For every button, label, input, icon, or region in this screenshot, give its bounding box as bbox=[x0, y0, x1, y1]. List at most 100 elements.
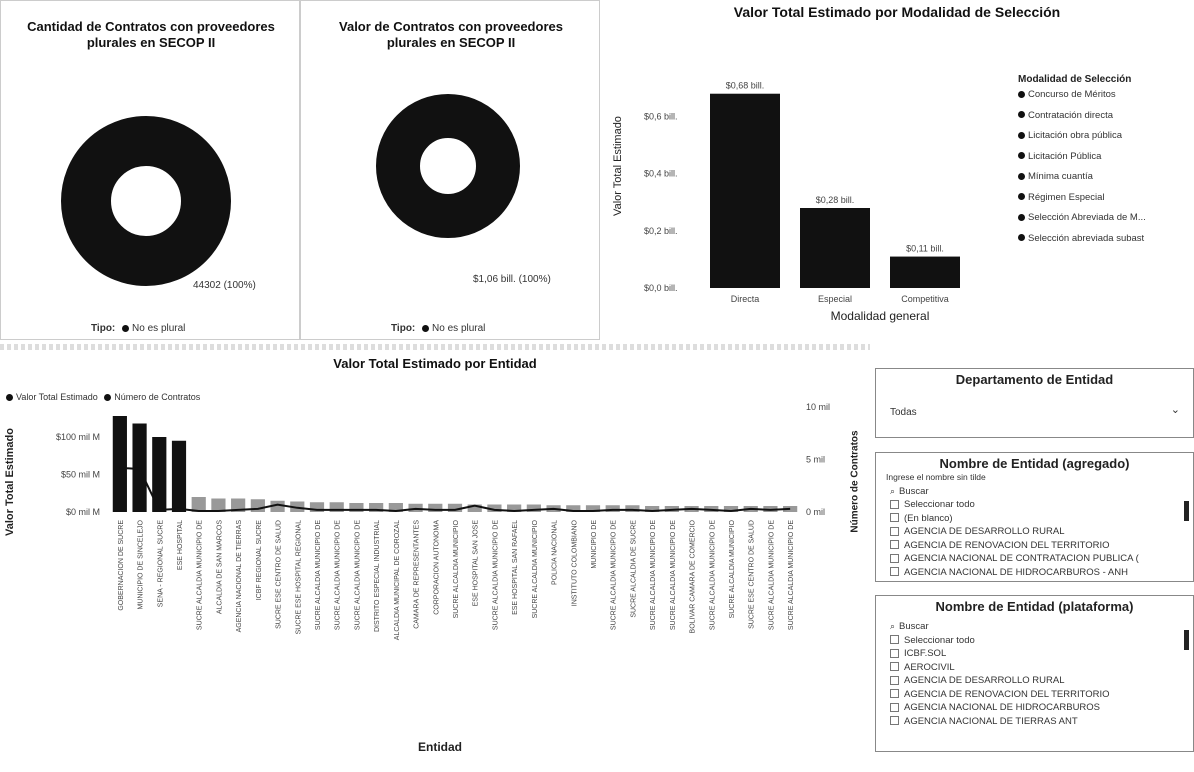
donut2-title: Valor de Contratos con proveedores plura… bbox=[339, 19, 563, 50]
legend-item[interactable]: Licitación obra pública bbox=[1018, 130, 1194, 151]
slicer-item[interactable]: AGENCIA NACIONAL DE HIDROCARBUROS - ANH bbox=[876, 566, 1193, 580]
legend-item[interactable]: Concurso de Méritos bbox=[1018, 89, 1194, 110]
x-tick-label: SUCRE ALCALDIA MUNICIPIO DE bbox=[315, 520, 322, 630]
bar[interactable] bbox=[526, 504, 541, 513]
x-tick-label: SUCRE ALCALDIA MUNICIPIO DE bbox=[650, 520, 657, 630]
checkbox-icon[interactable] bbox=[890, 567, 899, 577]
legend-item[interactable]: Contratación directa bbox=[1018, 110, 1194, 131]
donut1-slice[interactable] bbox=[61, 116, 231, 286]
bar[interactable] bbox=[566, 505, 581, 512]
x-tick-label: MUNICIPIO DE SINCELEJO bbox=[138, 519, 145, 609]
legend-item[interactable]: Selección Abreviada de M... bbox=[1018, 212, 1194, 233]
bar[interactable] bbox=[349, 503, 364, 512]
checkbox-icon[interactable] bbox=[890, 553, 899, 563]
scrollbar[interactable] bbox=[1184, 630, 1189, 650]
slicer-item[interactable]: AGENCIA NACIONAL DE TIERRAS ANT bbox=[876, 715, 1193, 729]
bar[interactable] bbox=[487, 504, 502, 513]
slicer-item[interactable]: AGENCIA DE RENOVACION DEL TERRITORIO bbox=[876, 539, 1193, 553]
slicer-item[interactable]: AGENCIA NACIONAL DE CONTRATACION PUBLICA… bbox=[876, 552, 1193, 566]
bar[interactable] bbox=[710, 93, 780, 288]
bar[interactable] bbox=[231, 498, 246, 513]
y-tick-label: $0,4 bill. bbox=[644, 169, 678, 179]
bar[interactable] bbox=[625, 505, 640, 512]
legend-item[interactable]: Selección abreviada subast bbox=[1018, 233, 1194, 254]
agregado-search[interactable]: ⌕ Buscar bbox=[890, 485, 929, 497]
bar[interactable] bbox=[309, 502, 325, 512]
bar[interactable] bbox=[388, 503, 403, 512]
slicer-item[interactable]: AGENCIA NACIONAL DE HIDROCARBUROS bbox=[876, 701, 1193, 715]
x-tick-label: SUCRE ALCALDIA MUNICIPIO DE bbox=[670, 520, 677, 630]
legend-item[interactable]: Licitación Pública bbox=[1018, 151, 1194, 172]
donut1-chart[interactable] bbox=[61, 116, 231, 286]
donut2-slice[interactable] bbox=[376, 94, 520, 238]
checkbox-icon[interactable] bbox=[890, 662, 899, 672]
agregado-slicer-title: Nombre de Entidad (agregado) bbox=[939, 456, 1130, 471]
slicer-item[interactable]: AGENCIA DE DESARROLLO RURAL bbox=[876, 674, 1193, 688]
x-tick-label: SUCRE ALCALDIA MUNICIPIO DE bbox=[611, 520, 618, 630]
departamento-dropdown[interactable]: Todas ⌄ bbox=[890, 404, 1180, 418]
chevron-down-icon[interactable]: ⌄ bbox=[1170, 404, 1180, 416]
checkbox-icon[interactable] bbox=[890, 635, 899, 645]
donut2-panel: Valor de Contratos con proveedores plura… bbox=[300, 0, 600, 340]
bar[interactable] bbox=[507, 504, 522, 513]
checkbox-icon[interactable] bbox=[890, 540, 899, 550]
x-tick-label: BOLIVAR CAMARA DE COMERCIO bbox=[690, 519, 697, 633]
bar[interactable] bbox=[800, 208, 870, 288]
slicer-item[interactable]: (En blanco) bbox=[876, 512, 1193, 526]
scrollbar[interactable] bbox=[1184, 501, 1189, 521]
bar[interactable] bbox=[112, 416, 127, 512]
y-tick-label: $0,6 bill. bbox=[644, 112, 678, 122]
x-tick-label: Competitiva bbox=[901, 294, 949, 304]
bar[interactable] bbox=[211, 498, 226, 513]
bar[interactable] bbox=[152, 437, 167, 512]
bar[interactable] bbox=[171, 440, 187, 512]
bar[interactable] bbox=[447, 503, 463, 512]
checkbox-icon[interactable] bbox=[890, 689, 899, 699]
bar[interactable] bbox=[191, 497, 206, 512]
legend-item[interactable]: Mínima cuantía bbox=[1018, 171, 1194, 192]
entidad-plataforma-slicer[interactable]: Nombre de Entidad (plataforma) ⌕ Buscar S… bbox=[875, 595, 1194, 752]
slicer-item[interactable]: AEROCIVIL bbox=[876, 661, 1193, 675]
checkbox-icon[interactable] bbox=[890, 648, 899, 658]
legend-dot-icon bbox=[1018, 131, 1025, 139]
departamento-slicer[interactable]: Departamento de Entidad Todas ⌄ bbox=[875, 368, 1194, 438]
bar[interactable] bbox=[132, 423, 147, 513]
entidad-chart[interactable]: $100 mil M $50 mil M $0 mil M 10 mil 5 mil 0 … bbox=[20, 390, 855, 745]
agregado-hint: Ingrese el nombre sin tilde bbox=[886, 472, 986, 482]
checkbox-icon[interactable] bbox=[890, 513, 899, 523]
x-tick-label: SUCRE ALCALDIA MUNICIPIO bbox=[532, 519, 539, 618]
checkbox-icon[interactable] bbox=[890, 675, 899, 685]
slicer-item[interactable]: AGENCIA DE DESARROLLO RURAL bbox=[876, 525, 1193, 539]
legend-item[interactable]: Régimen Especial bbox=[1018, 192, 1194, 213]
count-line[interactable] bbox=[119, 466, 791, 512]
x-tick-label: ALCALDIA MUNICIPAL DE COROZAL bbox=[394, 520, 401, 640]
slicer-item[interactable]: ICBF.SOL bbox=[876, 647, 1193, 661]
bar[interactable] bbox=[428, 503, 443, 512]
bar[interactable] bbox=[329, 502, 344, 512]
bar[interactable] bbox=[270, 500, 285, 512]
checkbox-icon[interactable] bbox=[890, 702, 899, 712]
modalidad-chart[interactable]: $0,6 bill. $0,4 bill. $0,2 bill. $0,0 bill.… bbox=[630, 30, 990, 315]
bar[interactable] bbox=[467, 504, 482, 513]
entidad-agregado-slicer[interactable]: Nombre de Entidad (agregado) Ingrese el … bbox=[875, 452, 1194, 582]
slicer-item[interactable]: Seleccionar todo bbox=[876, 634, 1193, 648]
bar[interactable] bbox=[890, 256, 960, 288]
slicer-item[interactable]: Seleccionar todo bbox=[876, 498, 1193, 512]
slicer-item[interactable]: AGENCIA DE RENOVACION DEL TERRITORIO bbox=[876, 688, 1193, 702]
bar[interactable] bbox=[645, 506, 660, 512]
bar[interactable] bbox=[290, 501, 305, 513]
checkbox-icon[interactable] bbox=[890, 526, 899, 536]
x-tick-label: ESE HOSPITAL SAN JOSE bbox=[473, 520, 480, 607]
bar[interactable] bbox=[369, 503, 384, 512]
plataforma-search[interactable]: ⌕ Buscar bbox=[890, 621, 929, 632]
bar[interactable] bbox=[585, 505, 601, 512]
donut2-chart[interactable] bbox=[373, 91, 523, 241]
checkbox-icon[interactable] bbox=[890, 716, 899, 726]
bar[interactable] bbox=[723, 506, 739, 512]
modalidad-legend: Modalidad de Selección Concurso de Mérit… bbox=[1018, 74, 1194, 253]
checkbox-icon[interactable] bbox=[890, 499, 899, 509]
x-tick-label: AGENCIA NACIONAL DE TIERRAS bbox=[236, 520, 243, 633]
bar-value-label: $0,28 bill. bbox=[816, 195, 855, 205]
bar[interactable] bbox=[605, 505, 620, 512]
entidad-xlabel: Entidad bbox=[418, 740, 462, 754]
